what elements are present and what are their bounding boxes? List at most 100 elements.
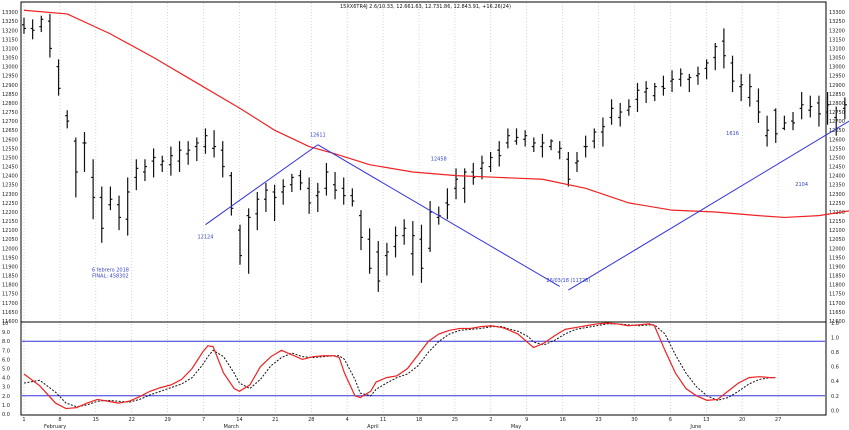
month-label: February bbox=[44, 424, 66, 430]
price-tick-label-left: 12700 bbox=[2, 119, 18, 125]
trend-lines bbox=[205, 120, 849, 291]
oscillator-tick-label-left: 9.0 bbox=[2, 330, 10, 336]
oscillator-slow-line bbox=[23, 323, 776, 408]
ohlc-bar bbox=[82, 132, 87, 172]
ohlc-bar bbox=[566, 152, 571, 187]
moving-average bbox=[23, 9, 849, 219]
price-tick-label-left: 11900 bbox=[2, 264, 18, 270]
price-tick-label-right: 13300 bbox=[829, 10, 845, 16]
month-label: April bbox=[367, 424, 378, 430]
price-tick-label-left: 11850 bbox=[2, 274, 18, 280]
price-annotation: 12124 bbox=[198, 235, 214, 241]
price-tick-label-left: 13200 bbox=[2, 28, 18, 34]
price-tick-label-right: 13250 bbox=[829, 19, 845, 25]
ohlc-bar bbox=[393, 226, 398, 258]
oscillator-tick-label-left: 10 bbox=[2, 321, 8, 327]
date-tick-label: 14 bbox=[236, 417, 242, 423]
ohlc-bar bbox=[825, 92, 830, 125]
oscillator-tick-label-left: 3.0 bbox=[2, 385, 10, 391]
price-tick-label-right: 11850 bbox=[829, 274, 845, 280]
ohlc-bar bbox=[289, 173, 294, 192]
price-annotation: 12611 bbox=[310, 133, 326, 139]
date-tick-label: 18 bbox=[416, 417, 422, 423]
ohlc-bar bbox=[376, 241, 381, 292]
ohlc-bar bbox=[704, 59, 709, 80]
price-tick-label-right: 11900 bbox=[829, 264, 845, 270]
ohlc-bar bbox=[272, 184, 277, 222]
ohlc-bar bbox=[47, 13, 52, 58]
ohlc-bar bbox=[39, 15, 44, 33]
ohlc-bar bbox=[678, 68, 683, 87]
price-tick-label-left: 13050 bbox=[2, 56, 18, 62]
price-tick-label-left: 12050 bbox=[2, 237, 18, 243]
ohlc-bar bbox=[341, 177, 346, 205]
price-tick-label-left: 12900 bbox=[2, 83, 18, 89]
ohlc-bar bbox=[687, 73, 692, 93]
ohlc-bar bbox=[695, 66, 700, 85]
price-tick-label-right: 13000 bbox=[829, 65, 845, 71]
ohlc-bar bbox=[419, 224, 424, 283]
price-annotation: 6 febrero 2018 bbox=[92, 267, 129, 273]
ohlc-bar bbox=[713, 42, 718, 71]
ohlc-bar bbox=[808, 95, 813, 118]
ohlc-bar bbox=[212, 130, 217, 158]
ohlc-bar bbox=[160, 155, 165, 172]
ohlc-bar bbox=[635, 82, 640, 113]
date-tick-label: 20 bbox=[739, 417, 745, 423]
date-tick-label: 16 bbox=[559, 417, 565, 423]
ohlc-bar bbox=[618, 102, 623, 127]
price-tick-label-left: 12200 bbox=[2, 210, 18, 216]
price-annotation-sub: FINAL: 458302 bbox=[92, 273, 129, 279]
chart-title: 15XX6TR4J 2.6/10.33, 12.661.63, 12.731.8… bbox=[340, 4, 511, 10]
ohlc-bar bbox=[384, 242, 389, 276]
ohlc-bar bbox=[194, 137, 199, 162]
ohlc-bars bbox=[22, 13, 847, 292]
ohlc-bar bbox=[488, 152, 493, 172]
ohlc-bar bbox=[402, 219, 407, 245]
trend-line-segment bbox=[317, 144, 560, 287]
ohlc-bar bbox=[22, 17, 26, 34]
price-tick-label-left: 13150 bbox=[2, 37, 18, 43]
date-tick-label: 29 bbox=[164, 417, 170, 423]
moving-average-line bbox=[23, 9, 849, 219]
ohlc-bar bbox=[246, 208, 251, 274]
ohlc-bar bbox=[730, 55, 735, 93]
ohlc-bar bbox=[756, 88, 761, 123]
ohlc-bar bbox=[203, 128, 208, 154]
ohlc-bar bbox=[358, 210, 363, 251]
ohlc-bar bbox=[298, 170, 303, 191]
price-axis-ticks: 13300 13300 13250 13250 13200 13200 13150 13150… bbox=[2, 10, 845, 325]
date-tick-label: 28 bbox=[308, 417, 314, 423]
ohlc-bar bbox=[670, 70, 675, 93]
ohlc-bar bbox=[263, 182, 268, 212]
price-annotation: 1616 bbox=[726, 131, 739, 137]
oscillator-tick-label-left: 0.0 bbox=[2, 412, 10, 418]
price-tick-label-right: 12550 bbox=[829, 146, 845, 152]
price-tick-label-right: 12300 bbox=[829, 192, 845, 198]
oscillator-axis-ticks: 10 9.0 8.0 7.0 6.0 5.0 4.0 3.0 2.0 1.0 0.0 1.0 1.0 0.… bbox=[2, 321, 839, 418]
ohlc-bar bbox=[142, 159, 147, 182]
ohlc-bar bbox=[557, 141, 562, 160]
ohlc-bar bbox=[531, 137, 536, 153]
date-tick-label: 27 bbox=[775, 417, 781, 423]
price-tick-label-left: 12650 bbox=[2, 128, 18, 134]
month-label: March bbox=[224, 424, 239, 430]
ohlc-bar bbox=[609, 99, 614, 125]
price-annotation: 2104 bbox=[795, 182, 808, 188]
ohlc-bar bbox=[56, 59, 61, 96]
price-tick-label-left: 11800 bbox=[2, 283, 18, 289]
ohlc-bar bbox=[765, 115, 770, 147]
date-tick-label: 21 bbox=[272, 417, 278, 423]
date-axis-ticks: 1 8 15 22 29 7 14 21 28 4 11 18 25 2 9 16 23 30 6 13 20 27Feb… bbox=[22, 417, 781, 430]
ohlc-bar bbox=[229, 171, 234, 216]
ohlc-bar bbox=[108, 186, 113, 211]
price-tick-label-right: 13200 bbox=[829, 28, 845, 34]
ohlc-bar bbox=[842, 97, 847, 120]
oscillator-tick-label-right: 0.2 bbox=[831, 394, 839, 400]
ohlc-bar bbox=[799, 92, 804, 120]
ohlc-bar bbox=[626, 99, 631, 116]
ohlc-bar bbox=[791, 112, 796, 131]
price-tick-label-right: 11750 bbox=[829, 292, 845, 298]
chart-gridlines bbox=[23, 3, 779, 414]
